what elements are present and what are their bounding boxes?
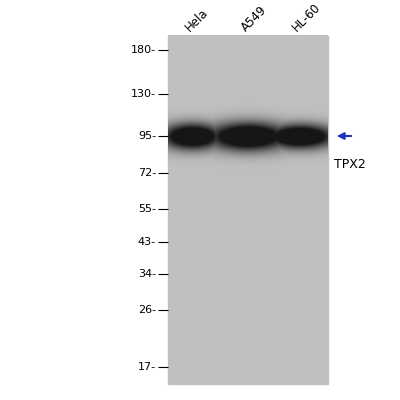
Text: 95-: 95- bbox=[138, 131, 156, 141]
Bar bbox=[168, 36, 328, 384]
Text: HL-60: HL-60 bbox=[290, 0, 324, 34]
Text: 43-: 43- bbox=[138, 238, 156, 248]
Text: 17-: 17- bbox=[138, 362, 156, 372]
Text: 130-: 130- bbox=[131, 89, 156, 99]
Text: TPX2: TPX2 bbox=[334, 158, 366, 171]
Text: 180-: 180- bbox=[131, 45, 156, 55]
Text: 72-: 72- bbox=[138, 168, 156, 178]
Text: Hela: Hela bbox=[183, 6, 211, 34]
Text: 55-: 55- bbox=[138, 204, 156, 214]
Text: A549: A549 bbox=[239, 3, 270, 34]
Text: 26-: 26- bbox=[138, 305, 156, 315]
Text: 34-: 34- bbox=[138, 269, 156, 279]
